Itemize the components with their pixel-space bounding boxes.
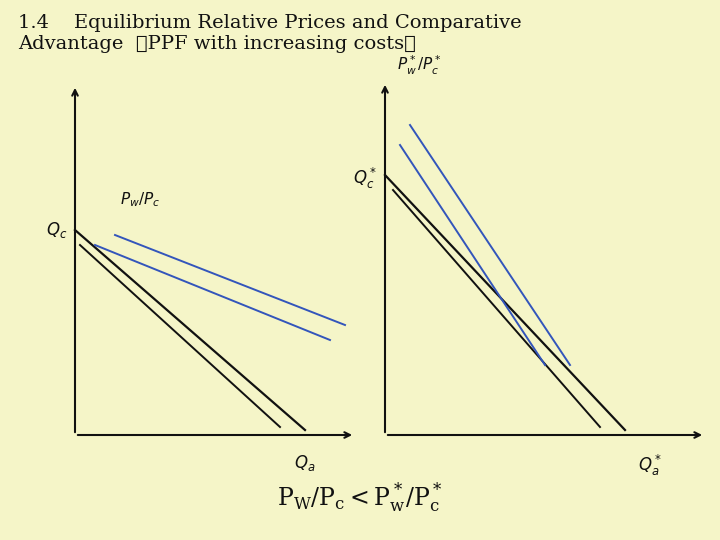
Text: Advantage  （PPF with increasing costs）: Advantage （PPF with increasing costs） [18, 35, 416, 53]
Text: $\mathregular{P_W/P_c < P^*_w/P^*_c}$: $\mathregular{P_W/P_c < P^*_w/P^*_c}$ [277, 482, 443, 515]
Text: $P_w/P_c$: $P_w/P_c$ [120, 191, 161, 210]
Text: $Q^*_c$: $Q^*_c$ [353, 165, 377, 191]
Text: $P^*_w/P^*_c$: $P^*_w/P^*_c$ [397, 54, 442, 77]
Text: $Q_a$: $Q_a$ [294, 453, 316, 473]
Text: 1.4    Equilibrium Relative Prices and Comparative: 1.4 Equilibrium Relative Prices and Comp… [18, 14, 521, 32]
Text: $Q^*_a$: $Q^*_a$ [638, 453, 662, 478]
Text: $Q_c$: $Q_c$ [45, 220, 67, 240]
